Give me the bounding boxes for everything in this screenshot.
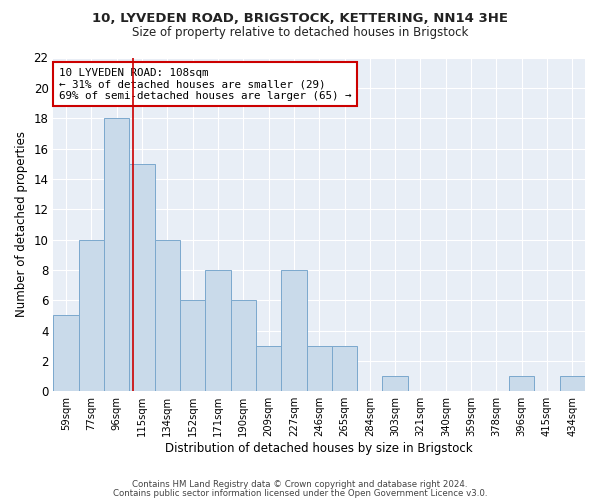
Bar: [560, 376, 585, 391]
Bar: [256, 346, 281, 391]
Text: 10, LYVEDEN ROAD, BRIGSTOCK, KETTERING, NN14 3HE: 10, LYVEDEN ROAD, BRIGSTOCK, KETTERING, …: [92, 12, 508, 26]
Bar: [382, 376, 408, 391]
Text: Contains HM Land Registry data © Crown copyright and database right 2024.: Contains HM Land Registry data © Crown c…: [132, 480, 468, 489]
Text: 10 LYVEDEN ROAD: 108sqm
← 31% of detached houses are smaller (29)
69% of semi-de: 10 LYVEDEN ROAD: 108sqm ← 31% of detache…: [59, 68, 351, 100]
Bar: [53, 316, 79, 391]
Text: Contains public sector information licensed under the Open Government Licence v3: Contains public sector information licen…: [113, 488, 487, 498]
Bar: [155, 240, 180, 391]
Bar: [104, 118, 130, 391]
Text: Size of property relative to detached houses in Brigstock: Size of property relative to detached ho…: [132, 26, 468, 39]
Bar: [79, 240, 104, 391]
Bar: [332, 346, 357, 391]
X-axis label: Distribution of detached houses by size in Brigstock: Distribution of detached houses by size …: [166, 442, 473, 455]
Bar: [307, 346, 332, 391]
Bar: [509, 376, 535, 391]
Bar: [230, 300, 256, 391]
Bar: [281, 270, 307, 391]
Bar: [130, 164, 155, 391]
Y-axis label: Number of detached properties: Number of detached properties: [15, 132, 28, 318]
Bar: [205, 270, 230, 391]
Bar: [180, 300, 205, 391]
